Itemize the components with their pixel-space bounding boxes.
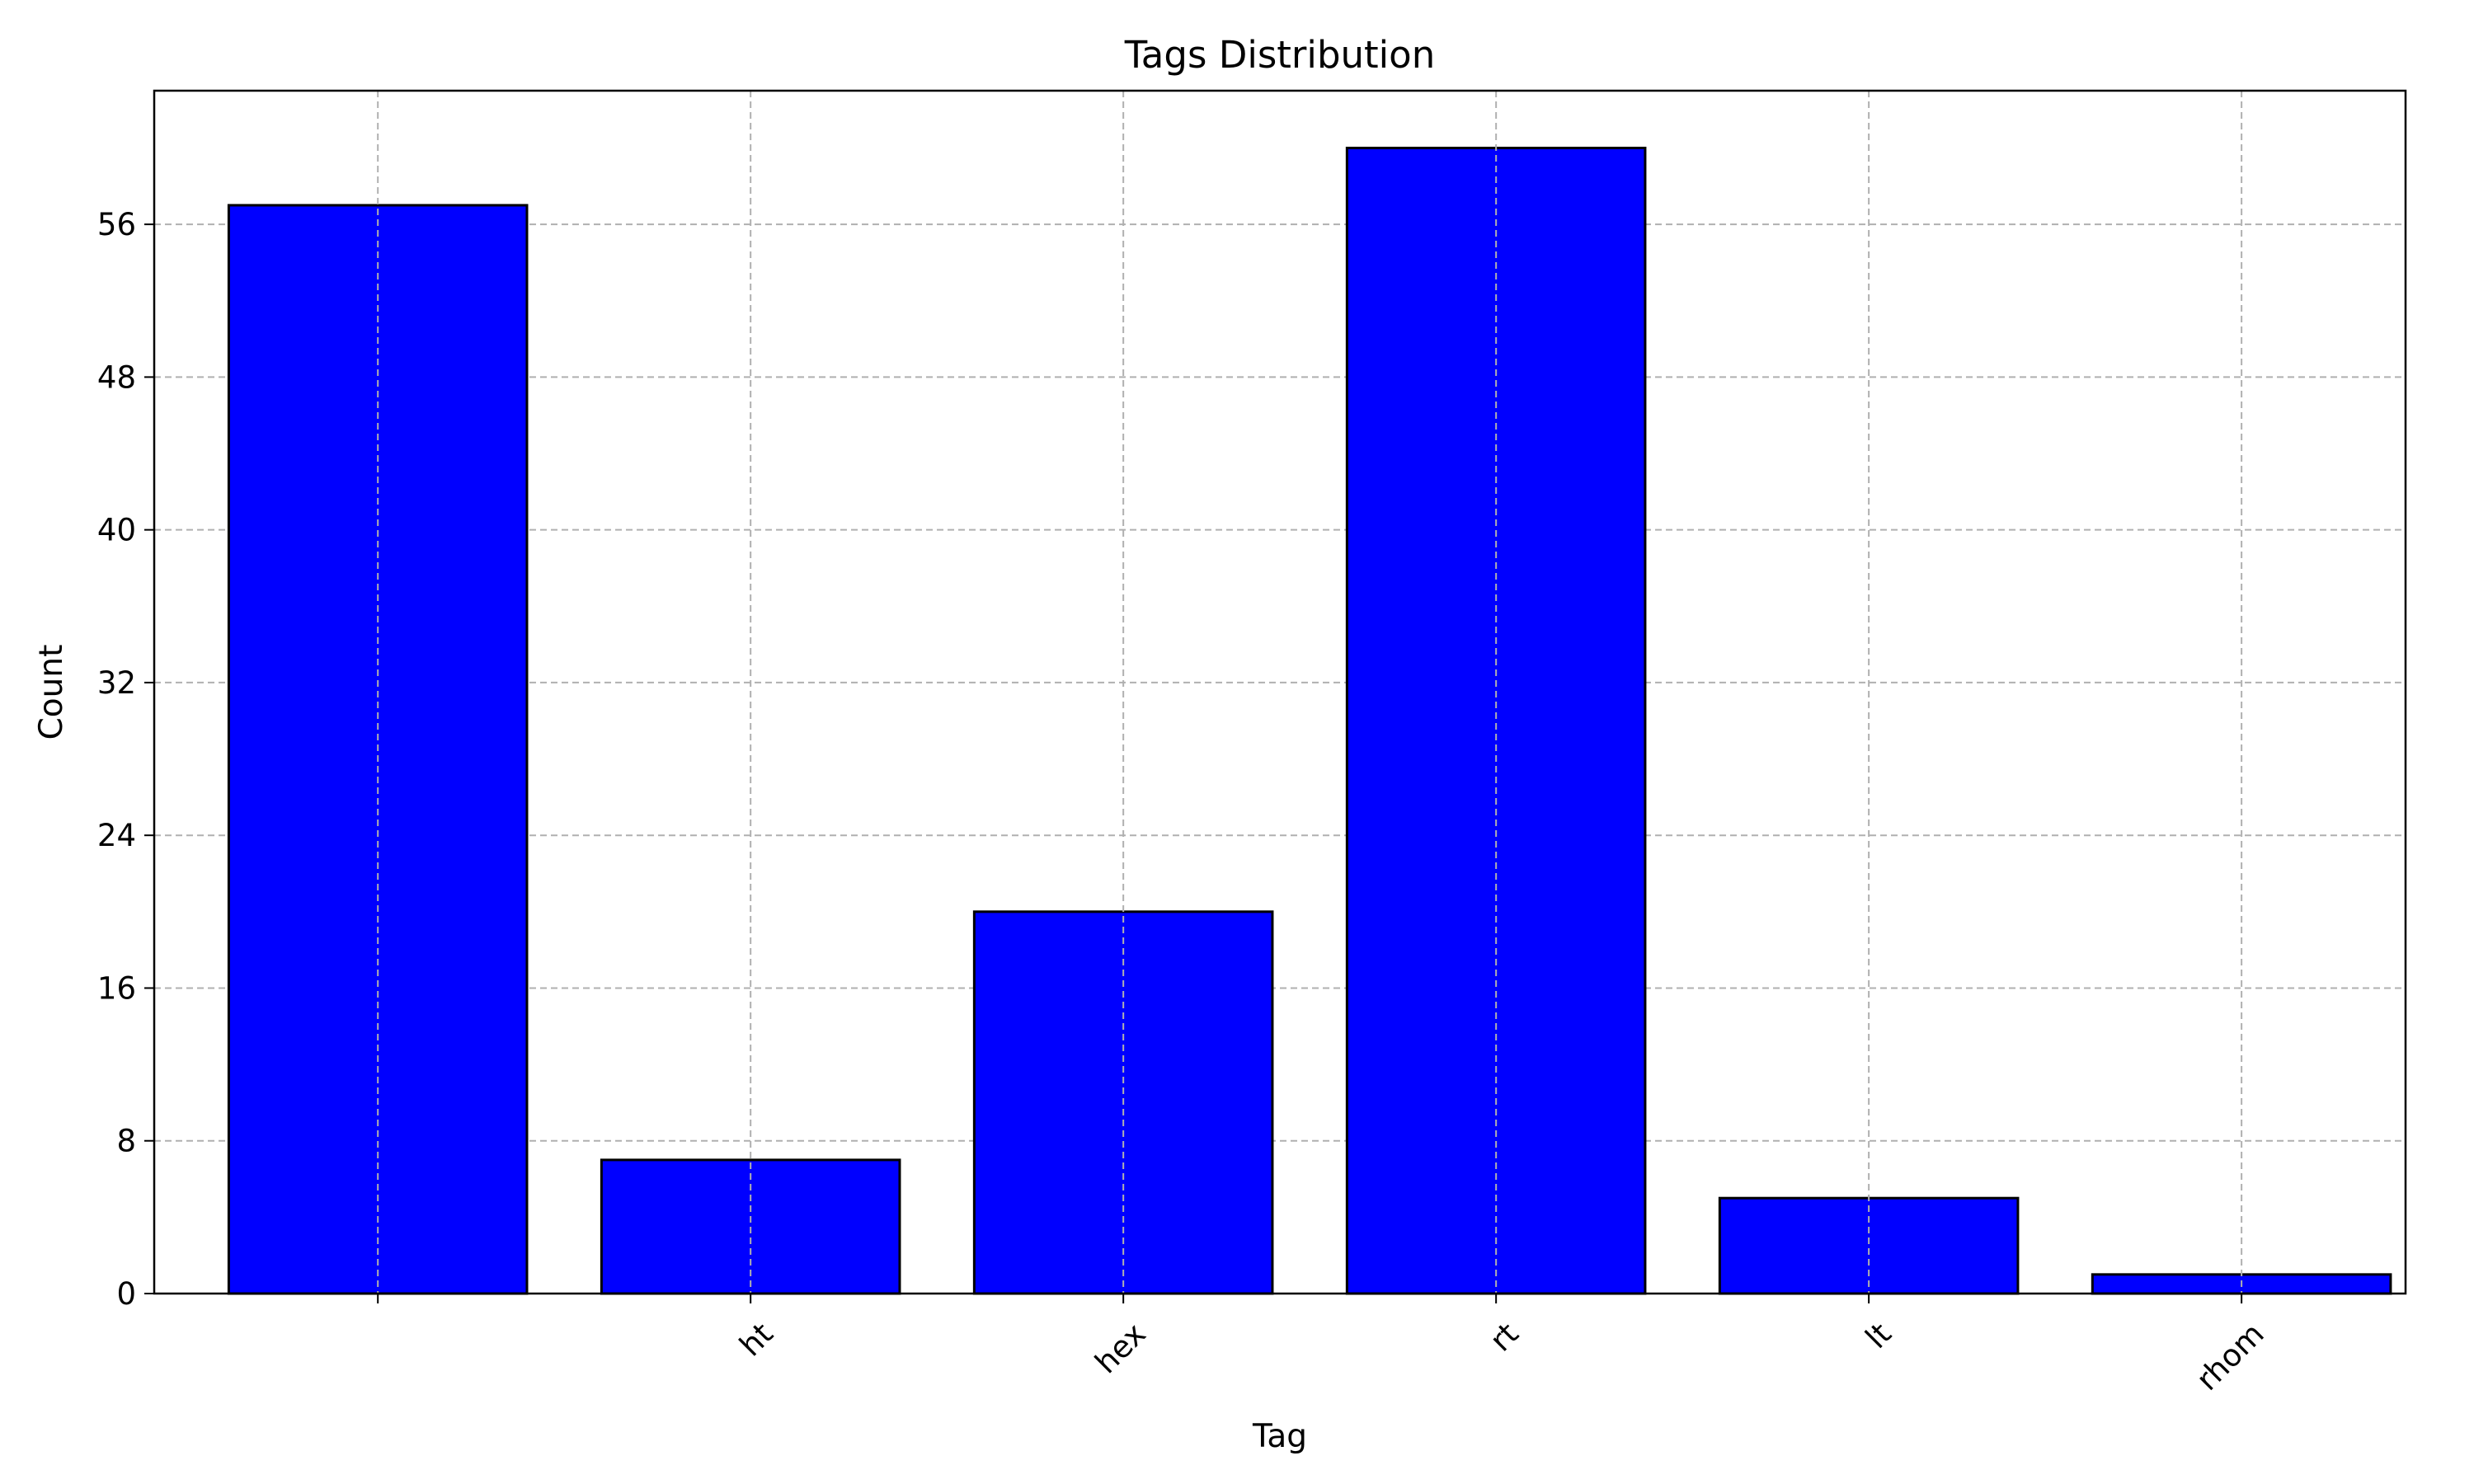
x-tick-label: rt (1483, 1316, 1525, 1358)
y-tick-label: 24 (97, 818, 136, 853)
y-tick-label: 56 (97, 207, 136, 242)
grid (154, 223, 2406, 1294)
y-tick-label: 32 (97, 665, 136, 701)
plot-frame (153, 89, 2407, 1295)
x-tick-label: rhom (2189, 1316, 2271, 1397)
x-tick-label: lt (1859, 1316, 1898, 1355)
y-tick-label: 0 (116, 1276, 136, 1312)
y-tick-label: 48 (97, 359, 136, 395)
y-tick-label: 40 (97, 513, 136, 548)
x-axis-label: Tag (1252, 1418, 1307, 1455)
x-tick-label: hex (1089, 1316, 1153, 1380)
bars (227, 91, 2392, 1295)
y-axis-label: Count (33, 645, 70, 740)
x-tick-label: ht (733, 1316, 780, 1363)
bar-lt (1718, 1196, 2020, 1295)
y-tick-label: 16 (97, 970, 136, 1006)
y-tick-label: 8 (116, 1124, 136, 1159)
chart-title: Tags Distribution (1124, 33, 1435, 77)
